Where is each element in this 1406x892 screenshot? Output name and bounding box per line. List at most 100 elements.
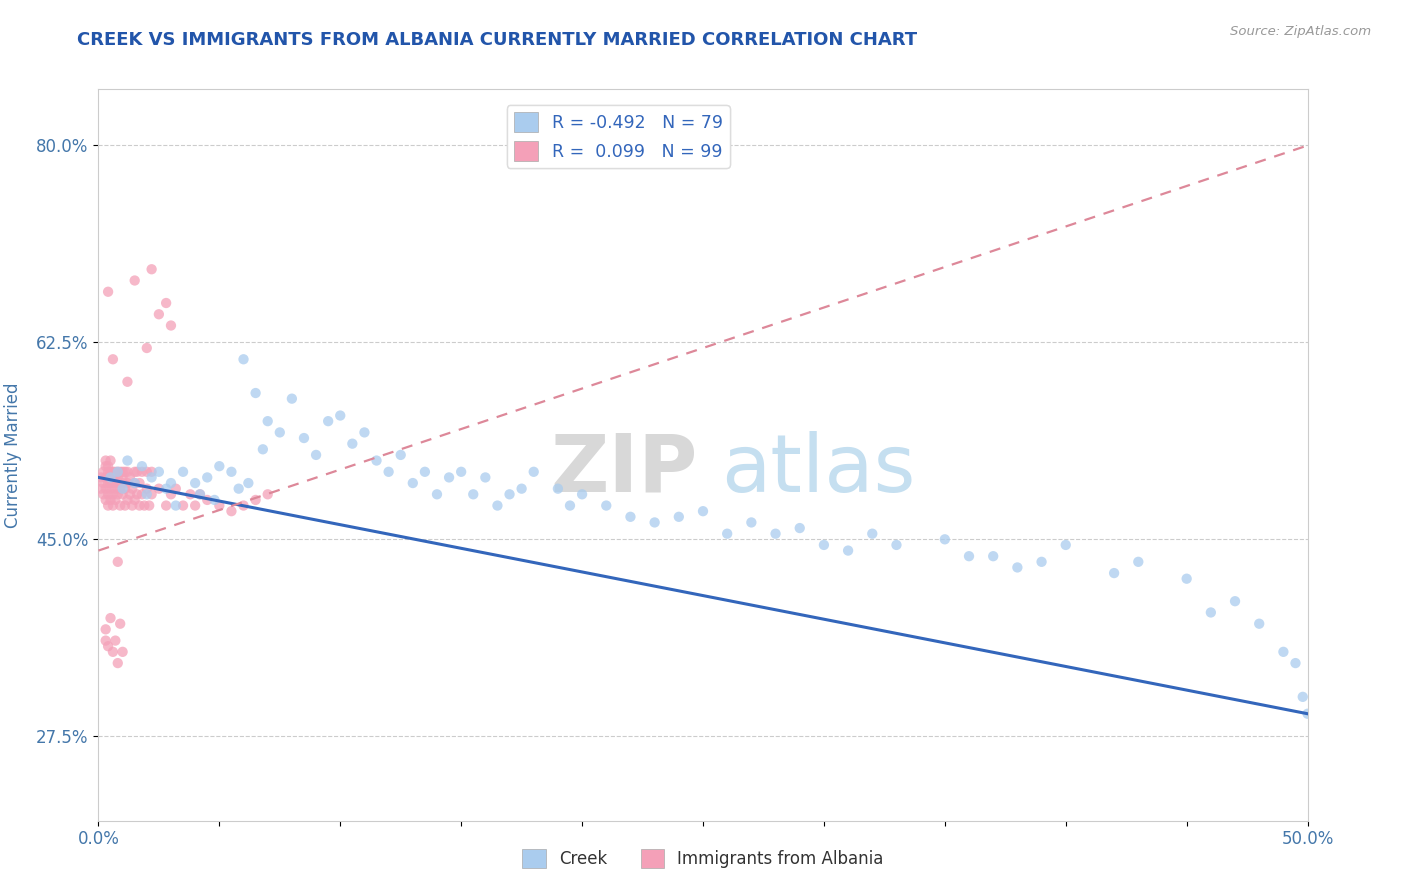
Point (111, 487, 134, 501)
Point (100, 465, 122, 479)
Point (127, 487, 149, 501)
Point (100, 470, 122, 484)
Point (523, 465, 546, 479)
Point (1007, 560, 1029, 574)
Point (108, 465, 131, 479)
Point (117, 492, 139, 507)
Point (100, 611, 122, 625)
Point (208, 499, 231, 513)
Point (118, 487, 141, 501)
Point (107, 555, 129, 569)
Point (101, 352, 124, 367)
Point (108, 499, 131, 513)
Point (90, 470, 112, 484)
Point (114, 482, 136, 496)
Point (141, 470, 163, 484)
Point (1292, 690, 1315, 704)
Point (292, 431, 315, 445)
Point (463, 487, 485, 501)
Point (740, 516, 762, 530)
Point (100, 470, 122, 484)
Point (256, 414, 278, 428)
Point (450, 465, 472, 479)
Point (104, 633, 127, 648)
Point (97, 639, 120, 653)
Text: CREEK VS IMMIGRANTS FROM ALBANIA CURRENTLY MARRIED CORRELATION CHART: CREEK VS IMMIGRANTS FROM ALBANIA CURRENT… (77, 31, 918, 49)
Point (148, 482, 170, 496)
Point (934, 533, 956, 547)
Point (141, 487, 163, 501)
Point (1199, 606, 1222, 620)
Point (377, 465, 399, 479)
Point (1272, 645, 1295, 659)
Point (160, 487, 183, 501)
Point (128, 476, 150, 491)
Point (134, 499, 156, 513)
Point (389, 448, 412, 462)
Point (124, 465, 146, 479)
Point (837, 543, 859, 558)
Point (135, 341, 157, 355)
Point (100, 476, 122, 491)
Point (245, 492, 267, 507)
Point (179, 487, 201, 501)
Point (228, 482, 250, 496)
Point (571, 487, 593, 501)
Point (107, 465, 129, 479)
Point (100, 453, 122, 467)
Point (208, 459, 231, 474)
Point (426, 487, 449, 501)
Point (104, 492, 127, 507)
Point (188, 487, 211, 501)
Point (155, 296, 177, 310)
Point (135, 482, 157, 496)
Point (252, 442, 274, 457)
Point (256, 487, 278, 501)
Point (184, 476, 207, 491)
Point (486, 499, 509, 513)
Point (1102, 566, 1125, 580)
Point (121, 499, 143, 513)
Point (221, 504, 243, 518)
Point (172, 499, 194, 513)
Point (124, 476, 146, 491)
Point (131, 459, 153, 474)
Point (184, 499, 207, 513)
Point (111, 470, 134, 484)
Point (117, 465, 139, 479)
Point (138, 499, 160, 513)
Point (437, 470, 460, 484)
Point (127, 465, 149, 479)
Point (305, 448, 328, 462)
Point (165, 482, 187, 496)
Point (124, 476, 146, 491)
Legend: Creek, Immigrants from Albania: Creek, Immigrants from Albania (516, 842, 890, 875)
Point (595, 499, 617, 513)
Point (117, 453, 139, 467)
Point (100, 492, 122, 507)
Point (107, 476, 129, 491)
Y-axis label: Currently Married: Currently Married (4, 382, 22, 528)
Point (1284, 656, 1306, 670)
Point (238, 476, 260, 491)
Point (510, 482, 533, 496)
Point (94, 470, 117, 484)
Point (124, 273, 146, 287)
Point (91, 465, 114, 479)
Point (108, 482, 131, 496)
Point (1223, 594, 1246, 608)
Point (644, 516, 666, 530)
Point (107, 470, 129, 484)
Point (221, 465, 243, 479)
Point (107, 656, 129, 670)
Point (232, 352, 254, 367)
Point (957, 549, 980, 564)
Point (94, 459, 117, 474)
Point (114, 499, 136, 513)
Point (97, 285, 120, 299)
Point (1249, 616, 1271, 631)
Point (97, 459, 120, 474)
Point (97, 476, 120, 491)
Text: Source: ZipAtlas.com: Source: ZipAtlas.com (1230, 25, 1371, 38)
Point (981, 549, 1004, 564)
